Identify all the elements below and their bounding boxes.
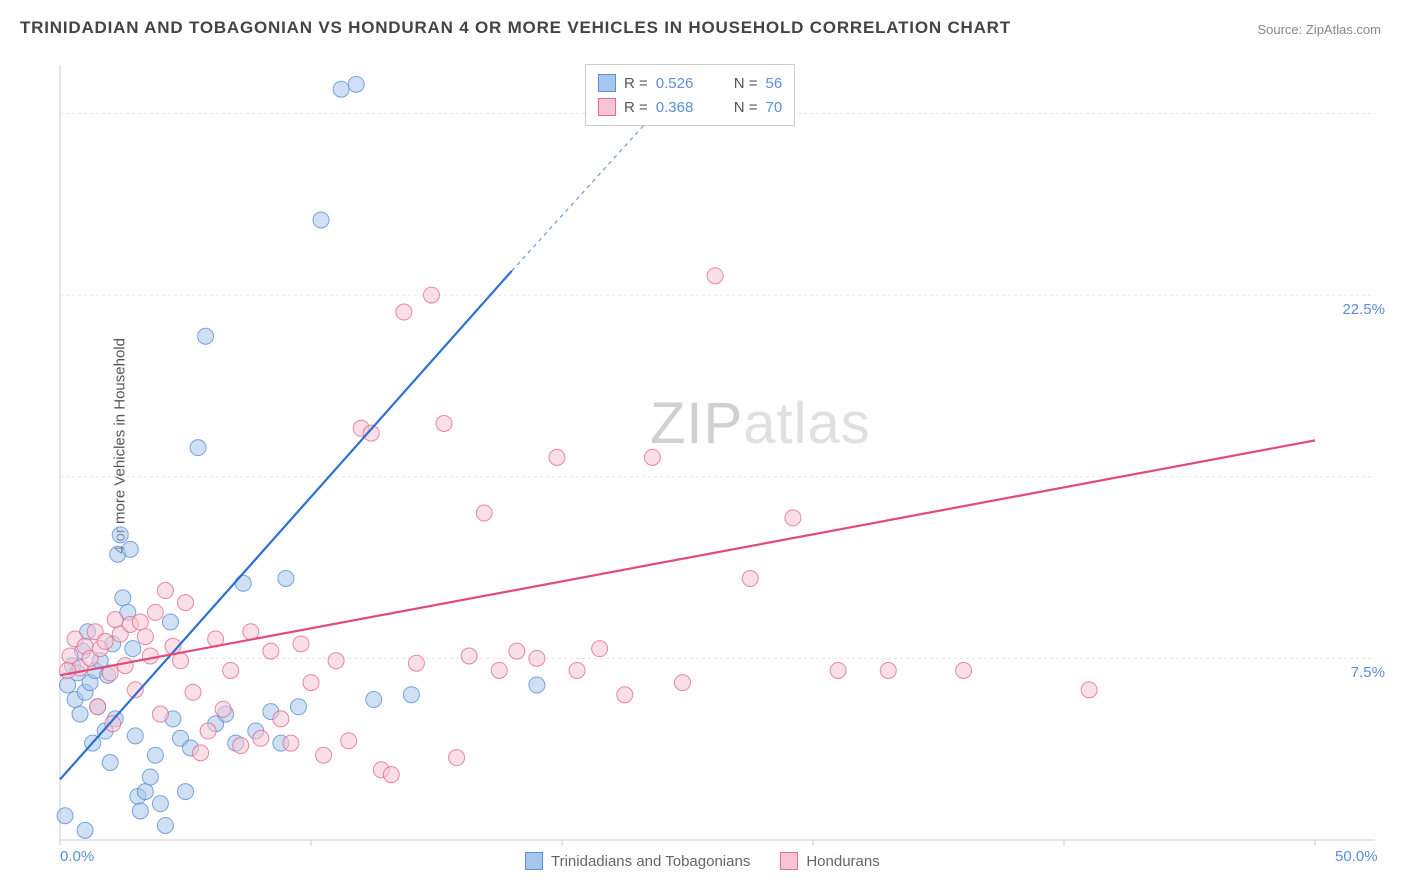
n-label: N = [734,99,758,116]
series-legend: Trinidadians and Tobagonians Hondurans [525,852,880,870]
chart-title: TRINIDADIAN AND TOBAGONIAN VS HONDURAN 4… [20,18,1011,38]
series-name-hond: Hondurans [806,853,879,870]
y-tick-label: 22.5% [1342,301,1385,318]
plot-area: ZIPatlas R = 0.526N = 56R = 0.368N = 70 … [55,60,1395,870]
x-tick-label: 0.0% [60,848,94,865]
series-swatch-trin [525,852,543,870]
correlation-legend: R = 0.526 N = 56 R = 0.368 N = 70 [585,64,795,126]
n-label: N = [734,75,758,92]
chart-svg [55,60,1395,870]
source-prefix: Source: [1257,22,1305,37]
series-swatch-hond [780,852,798,870]
r-value: 0.526 [656,75,708,92]
x-tick-label: 50.0% [1335,848,1378,865]
legend-row-hond: R = 0.368 N = 70 [598,95,782,119]
series-name-trin: Trinidadians and Tobagonians [551,853,750,870]
y-tick-label: 7.5% [1351,664,1385,681]
source-name: ZipAtlas.com [1306,22,1381,37]
legend-swatch-hond [598,98,616,116]
legend-swatch-trin [598,74,616,92]
r-value: 0.368 [656,99,708,116]
n-value: 70 [766,99,783,116]
n-value: 56 [766,75,783,92]
r-label: R = [624,75,648,92]
series-legend-item-hond: Hondurans [780,852,879,870]
series-legend-item-trin: Trinidadians and Tobagonians [525,852,750,870]
source-attribution: Source: ZipAtlas.com [1257,22,1381,37]
legend-row-trin: R = 0.526 N = 56 [598,71,782,95]
r-label: R = [624,99,648,116]
